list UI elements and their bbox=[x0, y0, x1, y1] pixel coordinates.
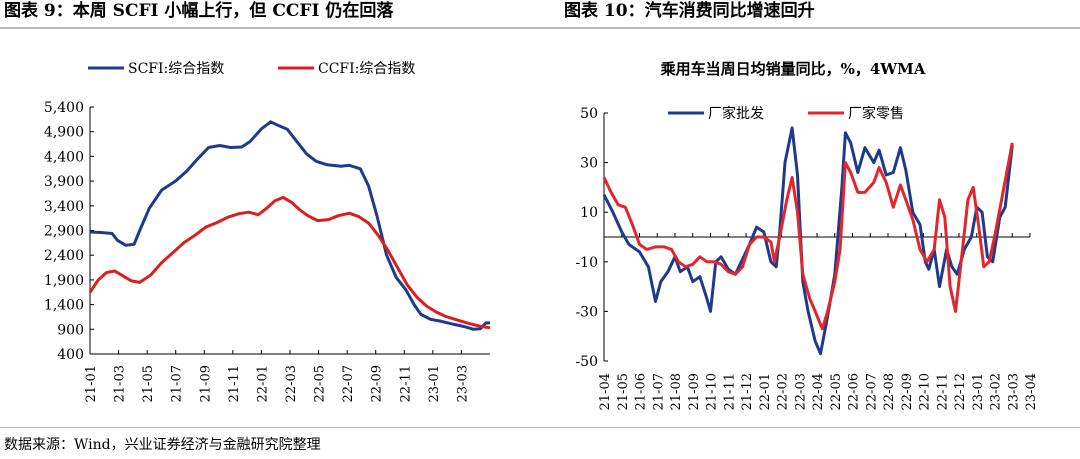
y-tick-label: 1,400 bbox=[44, 298, 84, 314]
y-tick-label: 3,400 bbox=[44, 199, 84, 215]
x-tick-label: 22-06 bbox=[847, 373, 862, 410]
scfi-ccfi-line-chart: SCFI:综合指数 CCFI:综合指数 400 900 1,400 1,900 2,400 2… bbox=[44, 61, 491, 402]
x-tick-label: 21-12 bbox=[740, 373, 755, 410]
y-tick-label: -50 bbox=[575, 354, 598, 370]
series-line-primary bbox=[89, 120, 490, 331]
x-tick-label: 23-03 bbox=[1006, 373, 1021, 410]
y-tick-label: -10 bbox=[575, 255, 598, 271]
x-tick-label: 21-10 bbox=[705, 373, 720, 410]
legend-label: 厂家批发 bbox=[708, 105, 764, 122]
y-tick-label: 900 bbox=[57, 322, 84, 338]
x-tick-label: 23-02 bbox=[989, 373, 1004, 410]
x-tick-label: 21-07 bbox=[651, 373, 666, 410]
y-tick-label: 30 bbox=[580, 156, 598, 172]
y-tick-label: 4,400 bbox=[44, 149, 84, 165]
y-tick-label: 4,900 bbox=[44, 125, 84, 141]
x-tick-label: 22-05 bbox=[829, 373, 844, 410]
x-tick-label: 21-09 bbox=[198, 365, 213, 402]
x-tick-label: 22-05 bbox=[313, 365, 328, 402]
y-tick-label: 10 bbox=[580, 205, 598, 221]
x-tick-label: 22-04 bbox=[811, 373, 826, 410]
series-line-secondary bbox=[88, 195, 491, 330]
x-tick-label: 23-03 bbox=[455, 365, 470, 402]
x-tick-label: 22-01 bbox=[758, 373, 773, 410]
y-tick-label: 50 bbox=[580, 106, 598, 122]
title-divider bbox=[0, 27, 1080, 29]
x-tick-label: 21-03 bbox=[113, 365, 128, 402]
figure-9-title: 图表 9：本周 SCFI 小幅上行，但 CCFI 仍在回落 bbox=[4, 1, 394, 21]
y-tick-label: 2,400 bbox=[44, 248, 84, 264]
source-note: 数据来源：Wind，兴业证券经济与金融研究院整理 bbox=[4, 437, 321, 453]
legend-label: SCFI:综合指数 bbox=[128, 61, 224, 77]
x-tick-label: 22-09 bbox=[900, 373, 915, 410]
y-tick-label: 5,400 bbox=[44, 100, 84, 116]
x-tick-label: 21-05 bbox=[616, 373, 631, 410]
x-tick-label: 21-07 bbox=[170, 365, 185, 402]
x-tick-label: 22-03 bbox=[793, 373, 808, 410]
x-tick-label: 22-11 bbox=[935, 373, 950, 410]
x-tick-label: 22-03 bbox=[284, 365, 299, 402]
passenger-car-sales-line-chart: 乘用车当周日均销量同比，%，4WMA 厂家批发 厂家零售 -50 -30 -10 10 30 5… bbox=[575, 60, 1039, 410]
series-line-secondary bbox=[602, 142, 1014, 331]
chart-title: 乘用车当周日均销量同比，%，4WMA bbox=[660, 60, 926, 78]
y-tick-label: -30 bbox=[575, 304, 598, 320]
x-tick-label: 22-02 bbox=[776, 373, 791, 410]
x-tick-label: 23-04 bbox=[1024, 373, 1039, 410]
x-tick-label: 22-10 bbox=[918, 373, 933, 410]
x-tick-label: 23-01 bbox=[427, 365, 442, 402]
figure-10-title: 图表 10：汽车消费同比增速回升 bbox=[564, 1, 815, 21]
y-tick-label: 3,900 bbox=[44, 174, 84, 190]
x-tick-label: 22-11 bbox=[398, 365, 413, 402]
series-line-primary bbox=[602, 126, 1014, 356]
x-tick-label: 22-08 bbox=[882, 373, 897, 410]
x-tick-label: 21-11 bbox=[722, 373, 737, 410]
x-tick-label: 22-07 bbox=[864, 373, 879, 410]
y-tick-label: 2,900 bbox=[44, 224, 84, 240]
x-tick-label: 22-09 bbox=[370, 365, 385, 402]
legend-label: CCFI:综合指数 bbox=[318, 61, 415, 77]
x-tick-label: 21-04 bbox=[598, 373, 613, 410]
footer-divider bbox=[0, 427, 1080, 428]
x-tick-label: 21-08 bbox=[669, 373, 684, 410]
y-tick-label: 1,900 bbox=[44, 273, 84, 289]
x-tick-label: 23-01 bbox=[971, 373, 986, 410]
x-tick-label: 21-05 bbox=[141, 365, 156, 402]
x-tick-label: 21-06 bbox=[634, 373, 649, 410]
x-tick-label: 22-12 bbox=[953, 373, 968, 410]
x-tick-label: 21-11 bbox=[227, 365, 242, 402]
x-tick-label: 22-07 bbox=[341, 365, 356, 402]
x-tick-label: 21-01 bbox=[84, 365, 99, 402]
x-tick-label: 21-09 bbox=[687, 373, 702, 410]
y-tick-label: 400 bbox=[57, 347, 84, 363]
legend-label: 厂家零售 bbox=[848, 105, 904, 122]
x-tick-label: 22-01 bbox=[255, 365, 270, 402]
